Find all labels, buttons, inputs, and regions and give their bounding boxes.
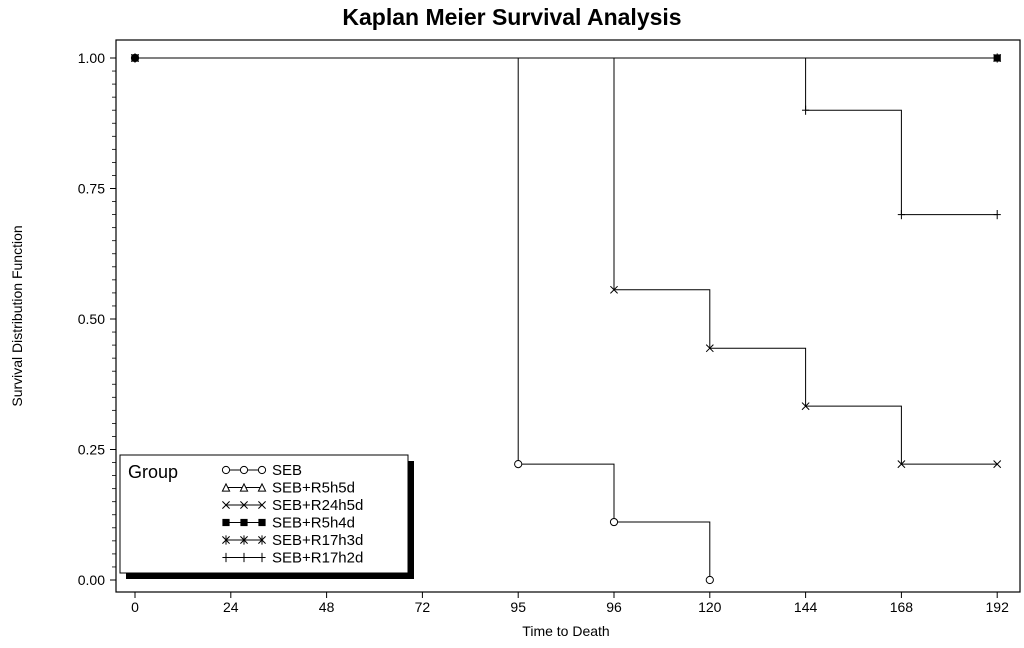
- y-tick-label: 0.25: [78, 442, 105, 458]
- data-point: [993, 210, 1001, 220]
- x-tick-label: 192: [986, 599, 1010, 615]
- marker-triangle: [221, 482, 231, 492]
- data-point: [705, 344, 714, 353]
- marker-circle: [257, 465, 267, 475]
- legend: Group SEBSEB+R5h5dSEB+R24h5dSEB+R5h4dSEB…: [119, 454, 414, 579]
- y-tick-label: 0.50: [78, 311, 105, 327]
- series-SEB+R17h2d: [131, 53, 1001, 220]
- marker-filled-circle: [258, 518, 266, 527]
- series-layer: [130, 53, 1002, 585]
- marker-plus: [222, 552, 230, 563]
- data-point: [705, 575, 714, 585]
- data-point: [802, 105, 810, 115]
- x-tick-label: 48: [319, 599, 335, 615]
- y-tick-label: 0.75: [78, 181, 105, 197]
- legend-label: SEB+R17h3d: [272, 532, 363, 549]
- marker-triangle: [239, 482, 249, 492]
- data-point: [993, 460, 1002, 469]
- data-point: [609, 517, 619, 527]
- data-point: [993, 53, 1002, 63]
- legend-entry: SEB+R5h4d: [222, 515, 355, 532]
- marker-triangle: [257, 482, 267, 492]
- series-line: [135, 57, 998, 216]
- legend-label: SEB+R5h5d: [272, 480, 355, 497]
- data-point: [801, 402, 810, 411]
- x-tick-label: 95: [510, 599, 526, 615]
- legend-label: SEB+R5h4d: [272, 515, 355, 532]
- x-axis-label: Time to Death: [522, 623, 609, 639]
- x-tick-label: 0: [131, 599, 139, 615]
- data-point: [897, 210, 905, 220]
- legend-entry: SEB+R17h2d: [222, 550, 363, 567]
- marker-x: [240, 501, 248, 509]
- legend-box: [119, 454, 409, 574]
- data-point: [131, 53, 139, 63]
- x-tick-label: 168: [890, 599, 914, 615]
- y-axis-label: Survival Distribution Function: [9, 225, 25, 406]
- marker-circle: [221, 465, 231, 475]
- marker-x: [222, 501, 230, 509]
- marker-star: [258, 535, 266, 545]
- marker-filled-circle: [222, 518, 230, 527]
- data-point: [610, 285, 618, 294]
- legend-entry: SEB+R5h5d: [221, 480, 355, 497]
- marker-filled-circle: [240, 518, 248, 527]
- plot-frame: [115, 39, 1021, 593]
- series-SEB+R24h5d: [131, 54, 1002, 469]
- legend-title: Group: [128, 462, 178, 482]
- data-point: [897, 460, 906, 469]
- legend-label: SEB+R24h5d: [272, 497, 363, 514]
- marker-plus: [258, 552, 266, 563]
- marker-star: [240, 535, 248, 545]
- legend-entry: SEB+R17h3d: [222, 532, 363, 549]
- series-line: [135, 57, 998, 465]
- legend-entries: SEBSEB+R5h5dSEB+R24h5dSEB+R5h4dSEB+R17h3…: [221, 462, 363, 567]
- marker-plus: [240, 552, 248, 563]
- marker-star: [222, 535, 230, 545]
- legend-label: SEB: [272, 462, 302, 479]
- y-tick-label: 1.00: [78, 50, 105, 66]
- x-axis: 0 24 48 72 95 96 120 144 168 192: [131, 592, 1009, 615]
- y-tick-label: 0.00: [78, 572, 105, 588]
- marker-circle: [239, 465, 249, 475]
- legend-label: SEB+R17h2d: [272, 550, 363, 567]
- x-tick-label: 24: [223, 599, 239, 615]
- data-point: [514, 460, 523, 469]
- x-tick-label: 72: [415, 599, 431, 615]
- y-axis: 0.00 0.25 0.50 0.75 1.00: [78, 50, 116, 588]
- x-tick-label: 120: [698, 599, 722, 615]
- legend-entry: SEB+R24h5d: [222, 497, 363, 514]
- x-tick-label: 144: [794, 599, 818, 615]
- legend-entry: SEB: [221, 462, 302, 479]
- chart-title: Kaplan Meier Survival Analysis: [342, 4, 681, 30]
- marker-x: [258, 501, 266, 509]
- x-tick-label: 96: [606, 599, 622, 615]
